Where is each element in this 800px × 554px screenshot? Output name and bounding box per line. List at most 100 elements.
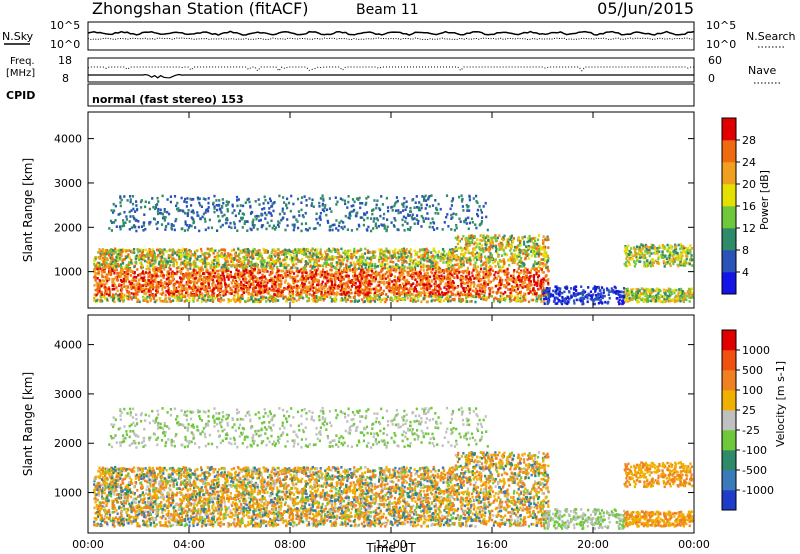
power-cell xyxy=(315,261,318,264)
power-cell xyxy=(421,248,424,251)
power-cell xyxy=(301,288,304,292)
power-cell xyxy=(388,288,392,291)
power-cell xyxy=(125,272,128,276)
power-cell xyxy=(179,249,183,253)
power-cell xyxy=(457,264,460,268)
power-cell xyxy=(514,296,517,300)
power-cell xyxy=(193,265,196,269)
power-cell xyxy=(451,298,454,301)
power-cell xyxy=(480,260,483,263)
power-cell xyxy=(484,284,487,287)
power-cell xyxy=(482,273,486,277)
power-cell xyxy=(276,265,279,269)
power-cell xyxy=(121,260,124,263)
power-cell xyxy=(165,260,168,263)
power-cell xyxy=(510,258,513,262)
power-cell xyxy=(259,298,263,302)
power-cell xyxy=(359,247,362,251)
power-cell xyxy=(369,258,373,261)
power-cell xyxy=(517,274,520,278)
power-cell xyxy=(472,234,475,238)
power-cell xyxy=(260,276,263,279)
power-cell xyxy=(95,299,98,302)
power-cell xyxy=(212,280,215,284)
power-cell xyxy=(136,268,139,271)
power-cell xyxy=(123,293,126,297)
nave-tick-bottom: 0 xyxy=(708,72,715,85)
power-cell xyxy=(143,283,146,287)
power-cell xyxy=(392,285,395,289)
power-cell xyxy=(119,265,122,269)
power-cell xyxy=(502,249,505,252)
power-cell xyxy=(256,293,259,297)
power-cell xyxy=(252,264,255,267)
power-cell xyxy=(190,254,193,258)
power-cell xyxy=(518,272,521,275)
power-cell xyxy=(167,291,170,294)
power-cell xyxy=(242,291,245,294)
power-cell xyxy=(497,283,500,286)
power-cell xyxy=(378,297,381,301)
power-cell xyxy=(380,268,383,272)
power-cell xyxy=(315,253,318,257)
power-cell xyxy=(402,298,405,301)
power-cell xyxy=(258,249,261,252)
power-cell xyxy=(449,270,452,273)
power-cell xyxy=(487,261,490,265)
power-cell xyxy=(520,279,523,282)
power-cell xyxy=(544,293,547,297)
power-cell xyxy=(385,271,388,274)
power-cell xyxy=(516,298,519,301)
power-cell xyxy=(516,270,519,274)
power-cell xyxy=(192,263,195,266)
power-cell xyxy=(374,276,377,279)
power-cell xyxy=(323,273,326,276)
power-cell xyxy=(438,295,441,299)
power-cell xyxy=(220,284,223,287)
power-cell xyxy=(211,249,214,252)
power-cell xyxy=(525,285,528,289)
power-cell xyxy=(94,257,97,261)
power-cell xyxy=(429,275,432,279)
power-cell xyxy=(508,297,511,301)
power-cell xyxy=(373,287,376,291)
power-cell xyxy=(513,277,516,281)
power-cell xyxy=(149,298,153,301)
power-cell xyxy=(126,297,129,300)
power-cell xyxy=(96,281,99,285)
power-cell xyxy=(232,285,235,288)
power-cell xyxy=(168,266,171,270)
power-cell xyxy=(234,287,237,291)
power-cell xyxy=(192,270,195,273)
power-cell xyxy=(440,291,444,294)
power-cell xyxy=(400,270,403,274)
power-cell xyxy=(106,287,109,290)
power-cell xyxy=(127,295,130,299)
power-cell xyxy=(189,293,192,296)
power-cell xyxy=(189,262,192,266)
power-cell xyxy=(460,297,463,301)
power-cell xyxy=(332,297,336,301)
power-cell xyxy=(474,300,477,304)
power-cell xyxy=(472,285,476,288)
power-cell xyxy=(309,284,312,287)
power-cell xyxy=(178,252,181,256)
power-cell xyxy=(380,252,383,255)
power-cell xyxy=(482,284,485,288)
power-cell xyxy=(462,256,465,259)
power-cell xyxy=(204,294,207,297)
power-cell xyxy=(475,287,478,291)
power-cell xyxy=(237,254,240,258)
power-cell xyxy=(217,258,220,262)
power-cell xyxy=(161,285,164,289)
power-cell xyxy=(473,242,476,246)
power-cell xyxy=(240,249,243,253)
power-cell xyxy=(208,255,211,258)
power-cell xyxy=(430,295,433,298)
power-cell xyxy=(266,250,270,253)
power-cell xyxy=(516,285,519,289)
power-cell xyxy=(447,277,450,281)
power-cell xyxy=(308,258,311,262)
power-cell xyxy=(325,265,328,268)
